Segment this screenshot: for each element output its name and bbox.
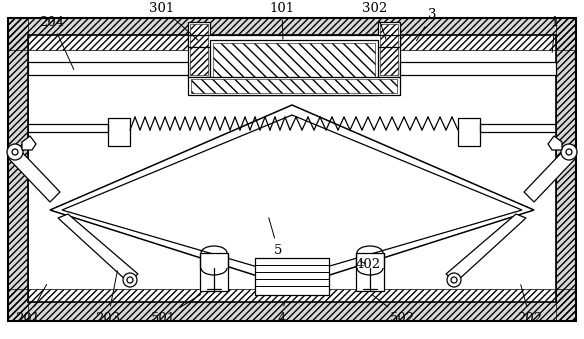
Polygon shape bbox=[548, 136, 562, 150]
Bar bbox=[8, 18, 576, 321]
Text: 202: 202 bbox=[517, 285, 543, 324]
Bar bbox=[190, 24, 208, 75]
Bar bbox=[8, 18, 576, 50]
Bar bbox=[213, 43, 375, 92]
Polygon shape bbox=[22, 136, 36, 150]
Bar bbox=[188, 22, 210, 77]
Bar bbox=[188, 77, 400, 95]
Polygon shape bbox=[58, 214, 138, 282]
Polygon shape bbox=[62, 115, 522, 277]
Polygon shape bbox=[8, 148, 60, 202]
Text: 302: 302 bbox=[363, 1, 388, 39]
Text: 3: 3 bbox=[416, 8, 436, 41]
Bar bbox=[255, 258, 329, 295]
Bar bbox=[8, 18, 28, 321]
Circle shape bbox=[123, 273, 137, 287]
Text: 501: 501 bbox=[151, 295, 201, 324]
Bar bbox=[8, 289, 576, 321]
Text: 402: 402 bbox=[356, 259, 381, 272]
Bar bbox=[378, 22, 400, 77]
Bar bbox=[458, 118, 480, 146]
Bar bbox=[210, 40, 378, 95]
Circle shape bbox=[447, 273, 461, 287]
Text: 1: 1 bbox=[551, 16, 559, 52]
Circle shape bbox=[566, 149, 572, 155]
Text: 201: 201 bbox=[15, 284, 47, 324]
Text: 101: 101 bbox=[269, 1, 294, 39]
Circle shape bbox=[127, 277, 133, 283]
Text: 204: 204 bbox=[40, 16, 74, 69]
Polygon shape bbox=[524, 148, 576, 202]
Text: 301: 301 bbox=[150, 1, 198, 40]
Circle shape bbox=[451, 277, 457, 283]
Bar bbox=[400, 62, 556, 75]
Bar bbox=[188, 35, 400, 47]
Circle shape bbox=[7, 144, 23, 160]
Bar bbox=[356, 253, 384, 291]
Bar bbox=[108, 118, 130, 146]
Bar bbox=[28, 62, 188, 75]
Bar bbox=[200, 253, 228, 291]
Bar bbox=[28, 35, 556, 302]
Text: 5: 5 bbox=[269, 218, 282, 257]
Bar bbox=[191, 79, 397, 93]
Circle shape bbox=[12, 149, 18, 155]
Text: 203: 203 bbox=[95, 271, 121, 324]
Circle shape bbox=[561, 144, 577, 160]
Bar bbox=[380, 24, 398, 75]
Text: 502: 502 bbox=[372, 295, 415, 324]
Bar bbox=[556, 18, 576, 321]
Polygon shape bbox=[446, 214, 526, 282]
Text: 4: 4 bbox=[278, 301, 286, 324]
